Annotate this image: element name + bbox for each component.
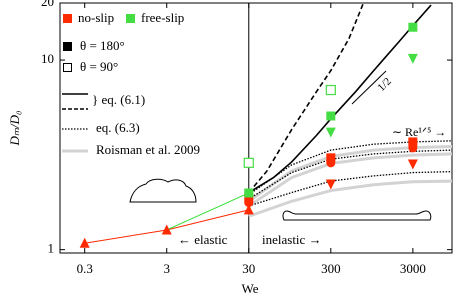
- line-series: [248, 140, 452, 196]
- marker: [408, 137, 418, 147]
- plot-frame: [59, 2, 453, 254]
- y-axis-label: Dₘ/D₀: [7, 110, 22, 146]
- annotation: inelastic →: [262, 232, 322, 247]
- legend-label: Roisman et al. 2009: [96, 142, 200, 157]
- marker: [326, 158, 336, 168]
- marker: [79, 237, 90, 248]
- marker: [325, 127, 336, 138]
- marker: [407, 53, 418, 64]
- marker: [407, 159, 418, 170]
- marker: [326, 153, 336, 163]
- line-series: [247, 145, 452, 203]
- drop-sketch-elastic: [129, 178, 197, 203]
- legend-label: θ = 180°: [80, 38, 125, 53]
- marker: [408, 143, 418, 153]
- marker: [244, 198, 254, 208]
- legend-symbol: [126, 14, 135, 23]
- legend-label: free-slip: [141, 10, 184, 25]
- x-tick-label: 300: [321, 261, 341, 276]
- legend-label: eq. (6.3): [96, 120, 140, 135]
- marker: [325, 179, 336, 190]
- line-series: [248, 3, 365, 194]
- marker: [161, 224, 172, 235]
- line-series: [248, 170, 452, 207]
- marker: [244, 188, 254, 198]
- marker: [243, 157, 254, 168]
- annotation: ← elastic: [178, 232, 228, 247]
- line-series: [247, 152, 452, 208]
- drop-sketch-inelastic: [282, 210, 432, 221]
- legend-symbol: [63, 63, 72, 72]
- marker: [325, 84, 336, 96]
- legend-label: θ = 90°: [80, 59, 118, 74]
- y-tick-label: 10: [41, 51, 54, 66]
- x-tick-label: 30: [242, 261, 255, 276]
- legend-symbol: [63, 42, 72, 51]
- line-series: [248, 149, 452, 200]
- marker: [326, 111, 336, 121]
- legend-label: } eq. (6.1): [92, 92, 145, 107]
- x-tick-label: 0.3: [77, 261, 93, 276]
- x-tick-label: 3000: [400, 261, 426, 276]
- x-tick-label: 3: [163, 261, 170, 276]
- line-series: [166, 192, 249, 231]
- legend-label: no-slip: [78, 10, 114, 25]
- x-axis-label: We: [242, 281, 259, 296]
- marker: [408, 22, 418, 32]
- line-series: [248, 4, 432, 194]
- y-tick-label: 20: [41, 0, 54, 9]
- annotation: ∼ Re¹ᐟ⁵ →: [392, 125, 446, 139]
- marker: [244, 193, 254, 203]
- marker: [243, 204, 254, 215]
- slope-marker: [351, 70, 387, 105]
- y-tick-label: 1: [48, 241, 55, 256]
- line-series: [248, 179, 452, 218]
- legend-symbol: [63, 14, 72, 23]
